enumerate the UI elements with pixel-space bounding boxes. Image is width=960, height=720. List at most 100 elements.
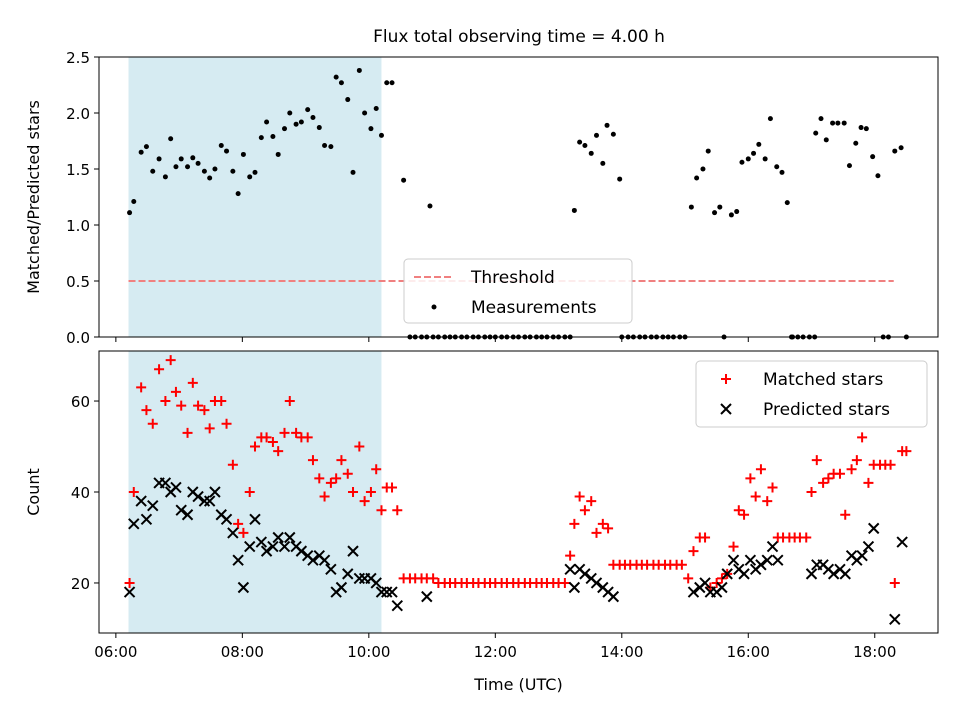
predicted-star-point xyxy=(755,559,767,571)
matched-star-point xyxy=(901,446,912,457)
matched-star-point xyxy=(216,396,227,407)
matched-star-point xyxy=(187,377,198,388)
y-axis-label: Matched/Predicted stars xyxy=(24,100,43,294)
matched-star-point xyxy=(733,505,744,516)
measurement-point xyxy=(162,174,168,180)
measurement-point xyxy=(739,159,745,165)
measurement-point xyxy=(694,175,700,181)
matched-star-point xyxy=(165,355,176,366)
measurement-point xyxy=(784,200,790,206)
predicted-star-point xyxy=(687,586,700,598)
matched-star-point xyxy=(307,455,318,466)
measurement-point xyxy=(275,151,281,157)
predicted-star-point xyxy=(579,568,591,580)
measurement-point xyxy=(143,144,149,150)
measurement-point xyxy=(588,150,594,156)
matched-star-point xyxy=(559,577,570,588)
y-tick-label: 20 xyxy=(71,575,90,593)
measurement-point xyxy=(173,164,179,170)
predicted-star-point xyxy=(738,568,750,580)
measurement-point xyxy=(178,156,184,162)
matched-star-point xyxy=(597,518,608,529)
predicted-star-point xyxy=(260,545,273,557)
measurement-point xyxy=(875,173,881,179)
y-tick-label: 1.5 xyxy=(66,161,90,179)
y-tick-label: 0.0 xyxy=(66,329,90,347)
predicted-star-point xyxy=(896,536,908,548)
matched-star-point xyxy=(238,527,249,538)
matched-star-point xyxy=(739,509,750,520)
matched-star-point xyxy=(834,468,845,479)
measurement-point xyxy=(235,191,241,197)
matched-star-point xyxy=(857,432,868,443)
predicted-star-point xyxy=(267,540,279,553)
matched-star-point xyxy=(325,477,336,488)
y-tick-label: 2.5 xyxy=(66,49,90,67)
matched-star-point xyxy=(154,364,165,375)
matched-star-point xyxy=(728,541,739,552)
predicted-star-point xyxy=(170,481,182,494)
matched-star-point xyxy=(700,532,711,543)
measurement-point xyxy=(745,156,751,162)
predicted-star-point xyxy=(766,540,779,553)
predicted-star-point xyxy=(342,568,354,580)
measurement-point xyxy=(835,120,841,126)
predicted-star-point xyxy=(237,581,250,594)
measurement-point xyxy=(338,80,344,86)
x-tick-label: 08:00 xyxy=(221,643,264,661)
measurement-point xyxy=(401,177,407,183)
measurement-point xyxy=(863,126,869,132)
measurement-point xyxy=(362,110,368,116)
matched-star-point xyxy=(124,577,135,588)
measurement-point xyxy=(734,209,740,215)
predicted-star-point xyxy=(192,490,204,503)
matched-star-point xyxy=(182,427,193,438)
matched-star-point xyxy=(569,518,580,529)
matched-star-point xyxy=(428,573,439,584)
predicted-star-point xyxy=(699,577,711,589)
legend-box xyxy=(695,360,928,428)
measurement-point xyxy=(156,156,162,162)
measurement-point xyxy=(328,144,334,150)
legend-measurement-swatch xyxy=(431,304,437,310)
measurement-point xyxy=(378,132,384,138)
measurement-point xyxy=(240,151,246,157)
y-tick-label: 40 xyxy=(71,484,90,502)
measurement-point xyxy=(207,175,213,181)
measurement-point xyxy=(310,114,316,120)
predicted-star-point xyxy=(772,554,784,566)
measurement-point xyxy=(705,148,711,154)
predicted-star-point xyxy=(607,590,620,603)
predicted-star-point xyxy=(386,586,398,598)
predicted-star-point xyxy=(744,554,757,566)
measurement-point xyxy=(617,176,623,182)
y-axis-label: Count xyxy=(24,468,43,516)
predicted-star-point xyxy=(716,581,728,594)
y-tick-label: 2.0 xyxy=(66,105,90,123)
matched-star-point xyxy=(365,487,376,497)
matched-star-point xyxy=(688,546,699,557)
x-tick-label: 14:00 xyxy=(600,643,643,661)
matched-star-point xyxy=(319,491,330,502)
measurement-point xyxy=(762,156,768,162)
measurement-point xyxy=(345,97,351,103)
bottom-panel: 20 40 60 06:00 08:00 10:00 12:00 14:00 16:00 18:0… xyxy=(24,350,939,694)
predicted-star-point xyxy=(325,563,337,576)
observing-window-shade xyxy=(128,57,382,337)
matched-star-point xyxy=(863,477,874,488)
measurement-point xyxy=(185,164,191,170)
matched-star-point xyxy=(302,432,313,443)
axes-frame xyxy=(98,350,939,634)
predicted-star-point xyxy=(381,586,393,598)
predicted-star-point xyxy=(284,531,296,544)
measurement-point xyxy=(582,142,588,148)
matched-star-point xyxy=(574,491,585,502)
matched-star-point xyxy=(801,532,812,543)
matched-star-point xyxy=(354,441,365,452)
matched-star-point xyxy=(136,382,147,393)
matched-star-point xyxy=(141,405,152,416)
predicted-star-point xyxy=(889,613,901,626)
predicted-star-point xyxy=(295,545,308,557)
predicted-star-point xyxy=(272,531,284,544)
matched-star-point xyxy=(199,405,210,416)
